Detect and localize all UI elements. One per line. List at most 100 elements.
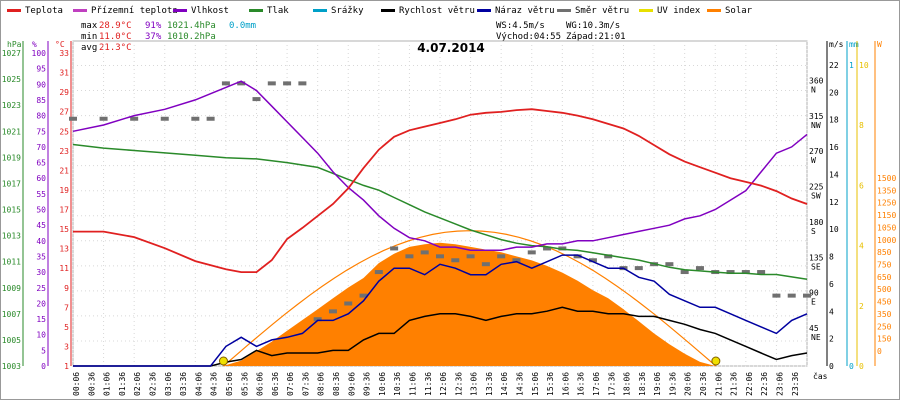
axis-unit-ms: m/s — [829, 40, 844, 49]
axis-unit-celsius: °C — [55, 40, 65, 49]
axis-tick-hpa: 1007 — [2, 310, 21, 319]
x-tick-label: 01:36 — [118, 372, 127, 396]
axis-tick-celsius: 31 — [59, 69, 69, 78]
chart-title: 4.07.2014 — [417, 41, 485, 55]
stats-rain: 0.0mm — [229, 21, 256, 31]
axis-tick-hpa: 1003 — [2, 362, 21, 371]
axis-tick-ms: 2 — [829, 335, 834, 344]
axis-tick-hpa: 1019 — [2, 153, 21, 162]
wind-dir-mark — [741, 270, 750, 275]
wind-dir-mark — [543, 246, 552, 251]
wind-dir-mark — [99, 116, 108, 121]
axis-tick-ms: 0 — [829, 362, 834, 371]
axis-tick-celsius: 33 — [59, 49, 69, 58]
axis-tick-celsius: 21 — [59, 166, 69, 175]
wind-dir-mark — [313, 317, 322, 322]
axis-tick-percent: 5 — [41, 346, 46, 355]
x-tick-label: 09:06 — [347, 372, 356, 396]
x-tick-label: 17:36 — [607, 372, 616, 396]
legend-label-3: Tlak — [267, 6, 289, 16]
axis-tick-watt: 1250 — [877, 199, 896, 208]
x-tick-label: 04:06 — [194, 372, 203, 396]
x-tick-label: 05:06 — [225, 372, 234, 396]
axis-tick-celsius: 25 — [59, 127, 69, 136]
series-line-rychlost-v-tru — [73, 306, 808, 367]
legend-swatch-8 — [639, 9, 653, 12]
wind-dir-mark — [374, 270, 383, 275]
axis-tick-mm: 1 — [849, 61, 854, 70]
wind-dir-mark — [726, 270, 735, 275]
axis-tick-hpa: 1005 — [2, 336, 21, 345]
axis-tick-celsius: 9 — [64, 284, 69, 293]
wind-dir-mark — [634, 266, 643, 271]
stats-max-label: max — [81, 21, 98, 31]
x-tick-label: 20:06 — [684, 372, 693, 396]
stats-min-press: 1010.2hPa — [167, 32, 216, 42]
x-tick-label: 01:06 — [103, 372, 112, 396]
x-tick-label: 15:06 — [531, 372, 540, 396]
series-line-vlhkost — [72, 80, 808, 251]
axis-tick-wind-deg: 225 — [809, 183, 824, 192]
stats-max-hum: 91% — [145, 21, 162, 31]
x-tick-label: 00:36 — [87, 372, 96, 396]
axis-tick-celsius: 7 — [64, 303, 69, 312]
x-tick-label: 07:36 — [301, 372, 310, 396]
stats-sunset: Západ:21:01 — [566, 32, 626, 42]
wind-dir-mark — [328, 309, 337, 314]
x-tick-label: 02:06 — [133, 372, 142, 396]
wind-dir-mark — [803, 293, 811, 298]
axis-tick-wind-dir: SW — [811, 192, 821, 201]
axis-tick-watt: 0 — [877, 347, 882, 356]
x-tick-label: 06:36 — [271, 372, 280, 396]
wind-dir-mark — [466, 254, 475, 259]
axis-tick-hpa: 1025 — [2, 75, 21, 84]
axis-tick-ms: 4 — [829, 307, 834, 316]
axis-unit-hpa: hPa — [7, 40, 22, 49]
axis-tick-celsius: 29 — [59, 88, 69, 97]
series-line-n-raz-v-tru — [73, 254, 808, 367]
wind-dir-mark — [451, 258, 460, 263]
x-tick-label: 13:36 — [485, 372, 494, 396]
axis-tick-wind-dir: SE — [811, 262, 821, 271]
x-tick-label: 14:36 — [516, 372, 525, 396]
axis-tick-ms: 16 — [829, 143, 839, 152]
stats-avg-label: avg — [81, 43, 97, 53]
axis-tick-wind-dir: NE — [811, 333, 821, 342]
stats-max-press: 1021.4hPa — [167, 21, 216, 31]
wind-dir-mark — [787, 293, 796, 298]
axis-tick-ms: 18 — [829, 116, 839, 125]
axis-tick-hpa: 1023 — [2, 101, 21, 110]
legend-label-1: Přízemní teplota — [91, 6, 178, 16]
wind-dir-mark — [481, 262, 490, 267]
wind-dir-mark — [405, 254, 414, 259]
legend-swatch-1 — [73, 9, 87, 12]
x-tick-label: 08:06 — [317, 372, 326, 396]
x-tick-label: 03:06 — [164, 372, 173, 396]
axis-tick-celsius: 27 — [59, 108, 69, 117]
plot-area — [69, 80, 811, 367]
wind-dir-mark — [298, 81, 307, 86]
axis-tick-percent: 10 — [36, 331, 46, 340]
stats-min-temp: 11.0°C — [99, 32, 132, 42]
wind-dir-mark — [436, 254, 444, 259]
axis-tick-hpa: 1021 — [2, 127, 21, 136]
axis-tick-wind-deg: 315 — [809, 112, 824, 121]
legend-swatch-7 — [557, 9, 571, 12]
legend-swatch-2 — [173, 9, 187, 12]
axis-tick-wind-dir: W — [811, 156, 816, 165]
axis-tick-watt: 750 — [877, 261, 892, 270]
x-tick-label: 07:06 — [286, 372, 295, 396]
legend-label-6: Náraz větru — [495, 6, 555, 16]
axis-tick-celsius: 13 — [59, 245, 69, 254]
axis-tick-watt: 1500 — [877, 174, 896, 183]
wind-dir-mark — [757, 270, 766, 275]
x-tick-label: 16:36 — [577, 372, 586, 396]
sunset-marker — [711, 356, 721, 366]
stats-min-label: min — [81, 32, 97, 42]
axis-tick-percent: 75 — [36, 127, 46, 136]
axis-tick-mm: 0 — [849, 362, 854, 371]
axis-tick-watt: 150 — [877, 335, 892, 344]
axis-unit-percent: % — [32, 40, 37, 49]
axis-tick-percent: 80 — [36, 112, 46, 121]
wind-dir-mark — [527, 250, 536, 255]
